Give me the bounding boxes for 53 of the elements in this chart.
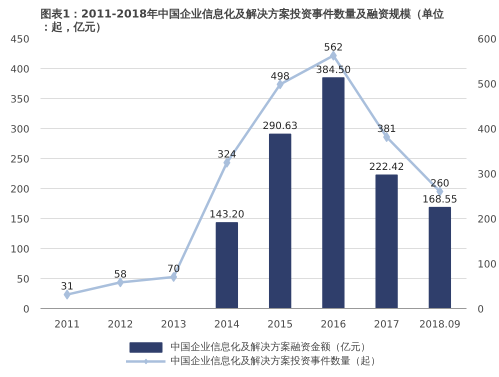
point: [223, 158, 230, 168]
x-tick-label: 2014: [214, 320, 240, 330]
x-tick-label: 2018.09: [419, 320, 461, 330]
data-label: 70: [167, 264, 180, 275]
y2-tick-label: 100: [478, 260, 497, 270]
y-tick-label: 50: [16, 274, 30, 286]
data-label: 384.50: [316, 64, 351, 76]
point: [383, 132, 390, 142]
y-tick-label: 0: [23, 304, 30, 316]
y2-tick-label: 600: [478, 34, 497, 46]
bar: [375, 174, 398, 308]
y2-tick-label: 400: [478, 124, 497, 136]
y-tick-label: 250: [10, 154, 30, 166]
data-label: 562: [324, 42, 343, 54]
data-label: 498: [270, 71, 290, 82]
point: [64, 290, 71, 300]
x-tick-label: 2012: [108, 320, 134, 330]
point: [170, 272, 178, 282]
data-label: 143.20: [209, 210, 244, 221]
data-label: 168.55: [422, 194, 458, 206]
data-label: 324: [217, 150, 236, 161]
y-tick-label: 300: [10, 124, 30, 136]
bar: [322, 77, 345, 308]
chart-title: 图表1：2011-2018年中国企业信息化及解决方案投资事件数量及融资规模（单位：起，亿元）: [40, 8, 444, 34]
point: [276, 79, 284, 90]
y-tick-label: 350: [10, 94, 30, 106]
data-label: 31: [60, 282, 74, 293]
data-label: 222.42: [369, 162, 404, 174]
legend-label: 中国企业信息化及解决方案融资金额（亿元）: [170, 340, 370, 354]
y-tick-label: 200: [10, 184, 30, 196]
data-label: 381: [377, 124, 396, 136]
bar: [216, 222, 238, 308]
x-tick-label: 2015: [267, 320, 293, 330]
legend-label: 中国企业信息化及解决方案投资事件数量（起）: [170, 354, 380, 368]
x-tick-label: 2016: [320, 320, 346, 330]
y-tick-label: 400: [10, 64, 30, 76]
y2-tick-label: 200: [478, 214, 497, 226]
data-label: 260: [430, 178, 450, 190]
data-label: 290.63: [262, 121, 298, 132]
y2-tick-label: 500: [478, 80, 497, 90]
point: [330, 50, 337, 61]
y2-tick-label: 0: [478, 304, 484, 316]
bar: [268, 134, 292, 308]
bar: [428, 206, 452, 308]
y-tick-label: 100: [10, 244, 30, 256]
x-tick-label: 2017: [374, 320, 400, 330]
data-label: 58: [114, 269, 127, 280]
y-tick-label: 150: [10, 214, 30, 226]
point: [116, 277, 124, 288]
x-tick-label: 2011: [54, 320, 80, 330]
x-tick-label: 2013: [160, 320, 186, 330]
y-tick-label: 450: [10, 34, 30, 46]
y2-tick-label: 300: [478, 170, 497, 180]
